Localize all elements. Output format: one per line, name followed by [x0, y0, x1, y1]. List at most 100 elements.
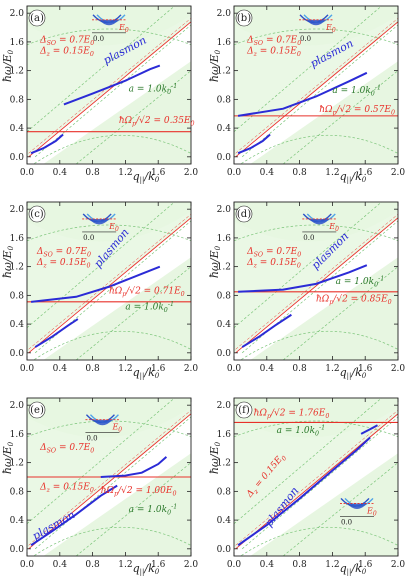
x-tick-label: 0.0	[20, 168, 35, 178]
annotation-lattice-a: a = 1.0k0-1	[129, 503, 178, 516]
x-tick-label: 1.2	[118, 364, 132, 374]
annotation-plasma-frequency: ħΩp/√2 = 0.85E0	[316, 294, 392, 307]
y-tick-label: 2.0	[10, 401, 25, 411]
annotation-plasma-frequency: ħΩp/√2 = 0.71E0	[109, 286, 185, 299]
x-tick-label: 0.0	[227, 168, 242, 178]
x-tick-label: 2.0	[184, 168, 199, 178]
annotation-plasma-frequency: ħΩp/√2 = 1.76E0	[254, 407, 330, 420]
inset-band-diagram: 0.0 E0	[92, 14, 129, 43]
y-tick-label: 0.8	[10, 95, 25, 105]
inset-band-diagram: 0.0 E0	[299, 14, 336, 43]
plasmon-branch-lower	[34, 318, 79, 348]
x-tick-label: 0.4	[260, 560, 275, 570]
y-tick-label: 1.6	[10, 38, 25, 48]
inset-axis-label: 0.0	[303, 234, 314, 242]
y-tick-label: 0.4	[217, 124, 232, 134]
inset-band-diagram: 0.0 E0	[340, 497, 377, 526]
inset-band-diagram: 0.0 E0	[82, 213, 119, 242]
axes-frame	[26, 5, 192, 165]
y-tick-label: 0.4	[10, 516, 25, 526]
y-tick-label: 2.0	[217, 9, 232, 19]
interband-continuum-upper	[234, 202, 398, 353]
panel-tag: (f)	[238, 405, 250, 416]
inset-filled-band	[306, 19, 326, 26]
dashed-diagonal-3	[75, 70, 191, 164]
y-tick-label: 0.4	[10, 124, 25, 134]
dashed-boundary-top	[234, 28, 398, 46]
panel-tag: (a)	[30, 13, 44, 24]
inset-axis-label: 0.0	[300, 35, 311, 43]
dashed-diagonal-3	[75, 462, 191, 556]
x-axis-label: q||/k0	[340, 562, 367, 576]
continuum-top-band	[27, 6, 191, 46]
axes-frame	[233, 201, 399, 361]
inset-filled-band	[92, 419, 113, 426]
x-tick-label: 1.6	[358, 364, 373, 374]
dashed-diagonal-2	[234, 398, 382, 524]
y-tick-label: 2.0	[10, 205, 25, 215]
dashed-diagonal-3	[282, 70, 398, 164]
plasmon-branch-upper	[63, 64, 161, 106]
x-tick-label: 0.8	[292, 364, 307, 374]
annotation-lattice-a: a = 1.0k0-1	[129, 83, 178, 96]
inset-level-label: E0	[118, 23, 129, 34]
y-tick-label: 1.6	[10, 234, 25, 244]
dashed-boundary-bottom	[33, 134, 191, 164]
dashed-boundary-top	[27, 420, 191, 438]
y-tick-label: 2.0	[217, 401, 232, 411]
plasmon-branch-lower	[30, 484, 118, 547]
y-tick-label: 1.2	[217, 67, 231, 77]
y-tick-label: 1.6	[217, 38, 232, 48]
interband-continuum-lower	[43, 257, 191, 360]
interband-continuum-upper	[234, 398, 398, 549]
x-tick-label: 0.8	[85, 364, 100, 374]
annotation-delta-so: ΔSO = 0.7E0	[246, 35, 301, 47]
edge-line-red-dashed	[235, 18, 398, 154]
interband-continuum-upper	[27, 398, 191, 549]
x-tick-label: 1.2	[118, 560, 132, 570]
dashed-boundary-bottom	[33, 330, 191, 360]
edge-line-red-main	[28, 217, 191, 354]
plot-area-2	[234, 6, 398, 164]
x-tick-label: 1.6	[151, 168, 166, 178]
annotation-delta-so: ΔSO = 0.7E0	[39, 443, 94, 455]
edge-line-red-dashed	[235, 410, 398, 546]
x-tick-label: 0.8	[292, 168, 307, 178]
annotation-delta-so: ΔSO = 0.7E0	[246, 247, 301, 259]
y-tick-label: 0.0	[10, 545, 25, 555]
plot-area-3	[27, 202, 191, 360]
annotation-delta-z: Δz = 0.15E0	[39, 46, 94, 58]
plasmon-branch-upper	[237, 71, 368, 117]
dashed-boundary-top	[27, 224, 191, 242]
x-tick-label: 0.4	[53, 168, 68, 178]
x-axis-label: q||/k0	[133, 170, 160, 184]
inset-filled-band	[99, 19, 119, 26]
edge-line-red-main	[235, 21, 398, 158]
inset-axis-label: 0.0	[83, 234, 94, 242]
dashed-boundary-top	[234, 224, 398, 242]
annotation-lattice-a: a = 1.0k0-1	[125, 301, 174, 314]
dashed-boundary-top	[27, 28, 191, 46]
x-tick-label: 0.4	[260, 364, 275, 374]
x-tick-label: 1.2	[325, 364, 339, 374]
plasmon-branch-upper	[360, 424, 378, 435]
y-tick-label: 0.0	[10, 153, 25, 163]
dashed-diagonal-2	[234, 6, 382, 132]
y-tick-label: 2.0	[217, 205, 232, 215]
annotation-delta-z: Δz = 0.15E0	[39, 483, 94, 495]
annotation-plasma-frequency: ħΩp/√2 = 0.35E0	[119, 115, 195, 128]
plasmon-branch-upper	[100, 456, 168, 478]
x-tick-label: 0.8	[85, 168, 100, 178]
panel-tag-circle	[235, 205, 253, 223]
y-tick-label: 0.8	[217, 291, 232, 301]
continuum-top-band	[234, 398, 398, 438]
continuum-top-band	[234, 6, 398, 46]
y-tick-label: 1.2	[217, 263, 231, 273]
continuum-top-band	[27, 398, 191, 438]
inset-axis-label: 0.0	[93, 35, 104, 43]
y-axis-label: ħω/E0	[208, 245, 222, 278]
y-tick-label: 0.0	[10, 349, 25, 359]
x-tick-label: 0.4	[53, 364, 68, 374]
y-tick-label: 1.2	[217, 459, 231, 469]
y-axis-label: ħω/E0	[1, 49, 15, 82]
